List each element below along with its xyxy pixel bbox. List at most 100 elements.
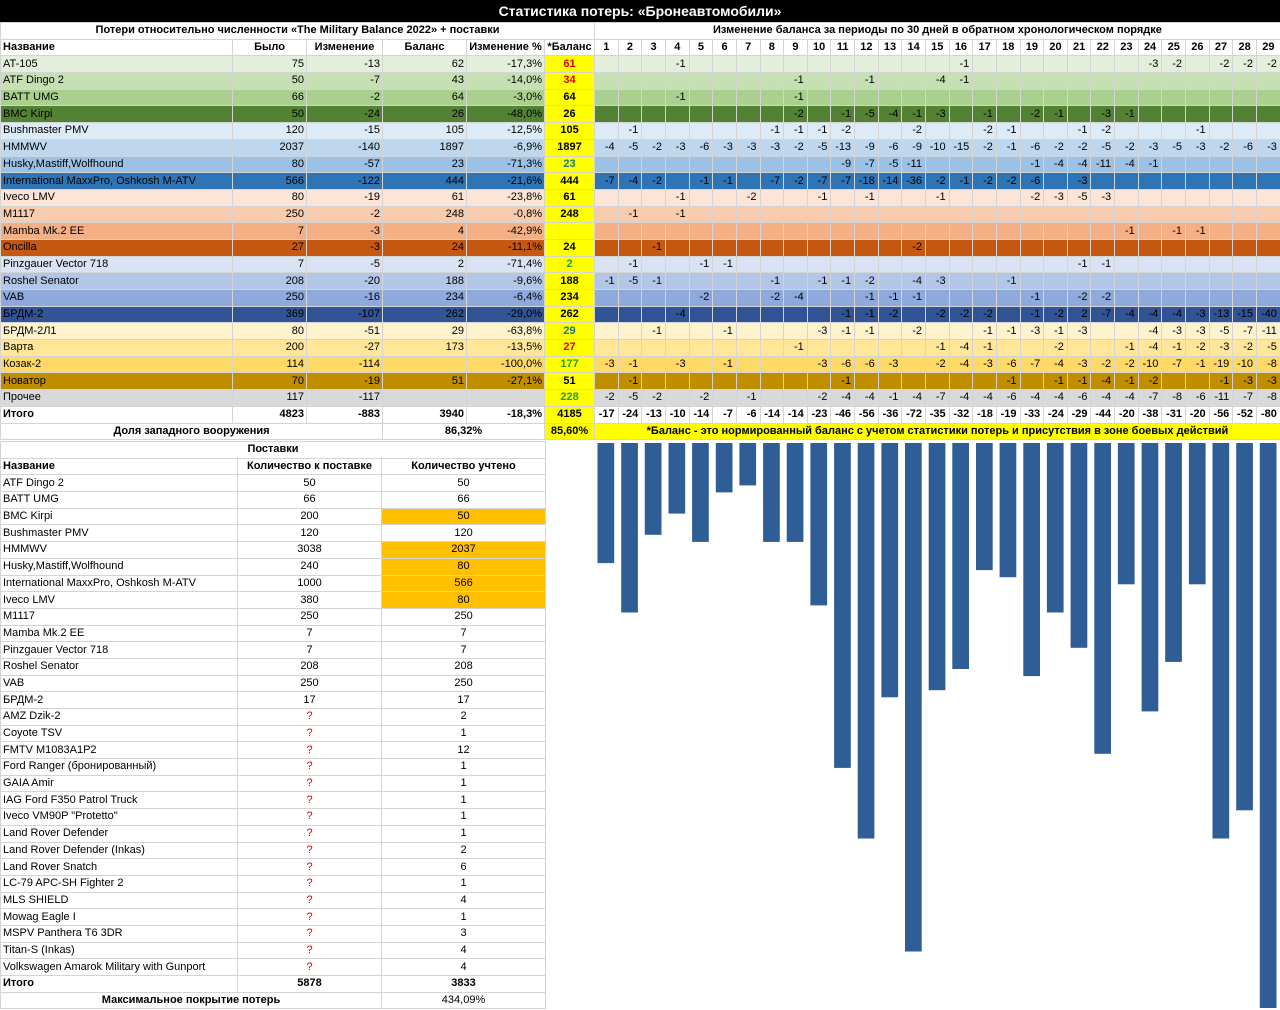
table-row: Husky,Mastiff,Wolfhound 80 -57 23 -71,3% 23 -9…	[0, 155, 1280, 174]
period-change	[1090, 88, 1116, 107]
period-change	[948, 272, 974, 290]
supply-name: Land Rover Defender	[0, 824, 238, 843]
supply-row: Bushmaster PMV 120 120	[0, 524, 547, 543]
total-period-change: -7	[712, 405, 737, 424]
was-value: 2037	[232, 138, 307, 157]
period-change: -4	[1137, 339, 1163, 357]
period-change	[1090, 272, 1116, 290]
period-header: 28	[1232, 38, 1257, 57]
period-change	[594, 222, 619, 240]
period-change: -4	[1137, 305, 1163, 324]
period-change	[924, 238, 950, 257]
period-change	[1019, 122, 1045, 140]
period-change	[617, 72, 643, 90]
change-percent: -14,0%	[466, 72, 545, 90]
period-change	[688, 339, 714, 357]
period-change: -1	[1137, 155, 1163, 174]
period-change	[972, 55, 997, 74]
period-change	[1043, 222, 1068, 240]
period-change	[1208, 222, 1234, 240]
supply-counted: 80	[380, 557, 547, 576]
period-change: -2	[783, 172, 808, 190]
period-change: -15	[948, 138, 974, 157]
period-change	[1090, 339, 1116, 357]
change-percent: -21,6%	[466, 172, 545, 190]
period-change	[1066, 55, 1092, 74]
balance-value: 1897	[382, 138, 467, 157]
period-change: -1	[972, 339, 997, 357]
period-change: -2	[1043, 138, 1068, 157]
period-change	[1114, 238, 1139, 257]
period-change	[594, 122, 619, 140]
supply-row: Volkswagen Amarok Military with Gunport?…	[0, 958, 547, 976]
period-change: -1	[901, 289, 926, 307]
supply-row: MSPV Panthera T6 3DR? 3	[0, 924, 547, 943]
period-change	[759, 55, 785, 74]
period-change: -2	[1208, 55, 1234, 74]
period-change	[783, 372, 808, 391]
period-change	[854, 339, 879, 357]
period-change	[854, 122, 879, 140]
was-value: 120	[232, 122, 307, 140]
period-change	[901, 72, 926, 90]
period-change	[1114, 272, 1139, 290]
total-period-change: -72	[901, 405, 926, 424]
change-percent: -13,5%	[466, 339, 545, 357]
period-change	[830, 255, 856, 274]
period-change	[806, 72, 832, 90]
period-change	[995, 238, 1021, 257]
period-change	[1255, 238, 1280, 257]
change-value: -13	[306, 55, 383, 74]
period-change: -1	[877, 389, 903, 407]
period-change: -6	[854, 355, 879, 374]
period-change	[664, 339, 690, 357]
period-header: 19	[1019, 38, 1045, 57]
balance-value: 24	[382, 238, 467, 257]
change-percent: -0,8%	[466, 205, 545, 224]
supply-qty: 50	[237, 474, 382, 493]
period-change	[854, 255, 879, 274]
normalized-balance: 228	[543, 389, 596, 407]
period-change	[759, 105, 785, 124]
change-value: -107	[306, 305, 383, 324]
period-change	[1208, 205, 1234, 224]
supply-qty: ?	[237, 908, 382, 926]
period-change	[1137, 255, 1163, 274]
period-change	[948, 205, 974, 224]
period-change	[1255, 272, 1280, 290]
table-row: International MaxxPro, Oshkosh M-ATV 566-…	[0, 172, 1280, 190]
period-change	[664, 272, 690, 290]
period-change: -1	[735, 389, 761, 407]
period-change: -2	[1090, 355, 1116, 374]
chart-bar	[1212, 443, 1230, 839]
vehicle-name: BMC Kirpi	[0, 105, 233, 124]
period-change	[948, 255, 974, 274]
period-change: -4	[1114, 305, 1139, 324]
period-header: 13	[877, 38, 903, 57]
period-change	[617, 322, 643, 341]
period-change	[995, 255, 1021, 274]
period-change: -1	[1185, 355, 1210, 374]
period-change	[735, 322, 761, 341]
period-change	[1185, 155, 1210, 174]
period-change: -1	[712, 255, 737, 274]
period-change	[877, 339, 903, 357]
period-change	[1090, 205, 1116, 224]
table-row: AT-105 75 -13 62 -17,3% 61 -1 -1 -3 -2 -2 -2 -2	[0, 55, 1280, 74]
period-change: -4	[1019, 389, 1045, 407]
supply-counted: 2037	[380, 541, 547, 559]
normalized-balance: 234	[543, 289, 596, 307]
period-change	[877, 55, 903, 74]
period-change	[830, 222, 856, 240]
chart-bar	[1141, 443, 1159, 712]
period-change	[1137, 172, 1163, 190]
period-change	[594, 188, 619, 207]
change-percent: -9,6%	[466, 272, 545, 290]
period-change: -13	[1208, 305, 1234, 324]
chart-bar	[1094, 443, 1111, 754]
period-change	[783, 322, 808, 341]
supply-counted: 50	[380, 507, 547, 526]
period-change: -7	[759, 172, 785, 190]
period-change	[806, 305, 832, 324]
period-change	[688, 188, 714, 207]
